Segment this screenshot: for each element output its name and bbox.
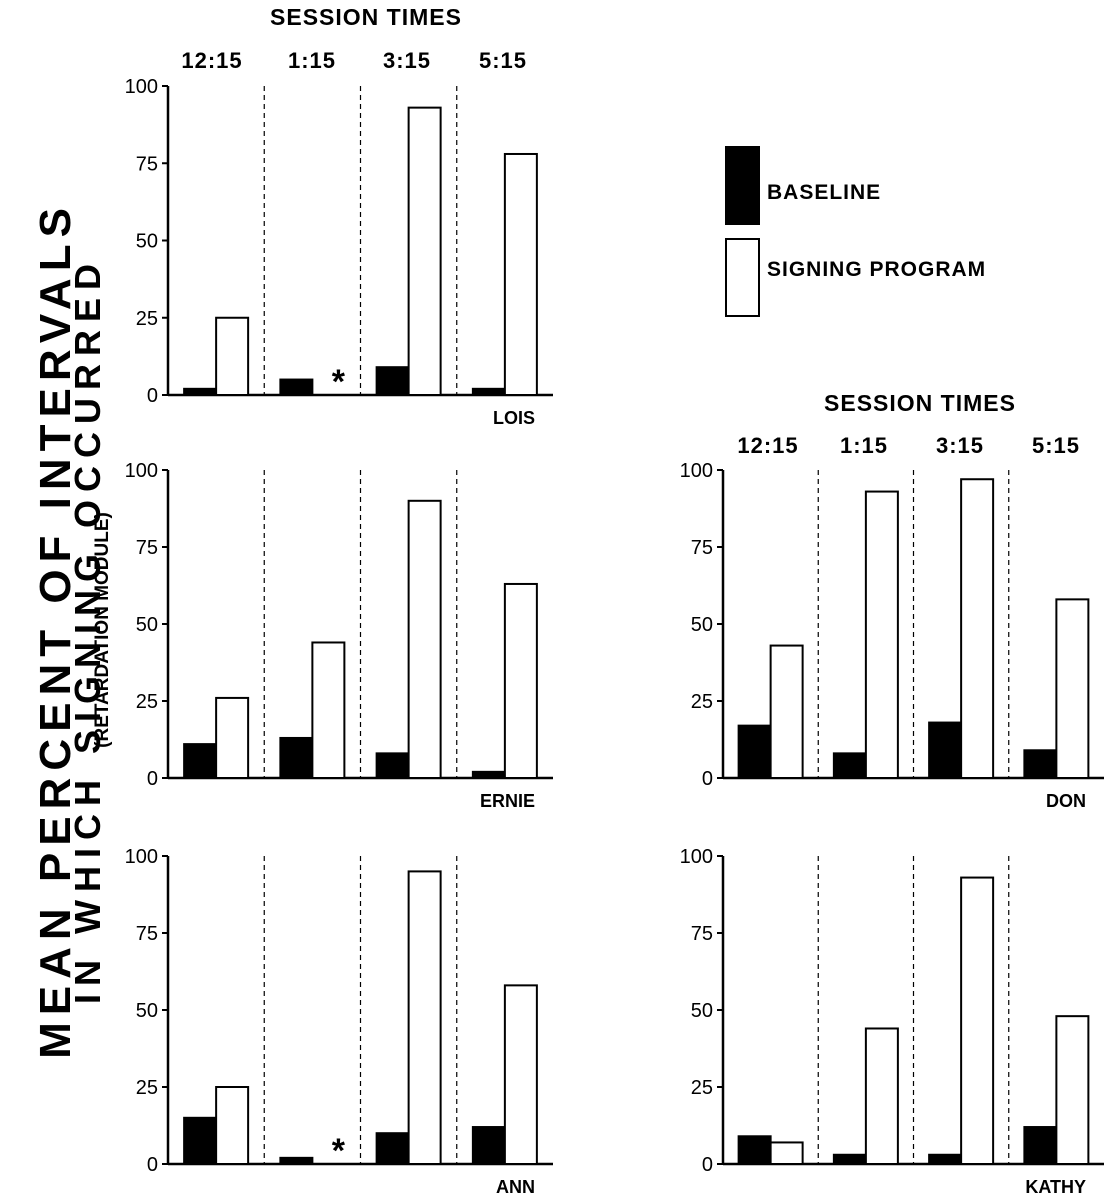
bar-lois-signing-2 xyxy=(407,106,442,396)
panel-ernie: 0 25 50 75 100 ERNIE xyxy=(125,460,553,811)
y-tick-label-kathy-1: 25 xyxy=(691,1077,713,1099)
session-tick-right-3: 5:15 xyxy=(1032,433,1080,458)
y-tick-label-ann-0: 0 xyxy=(147,1154,158,1176)
bar-don-baseline-2 xyxy=(928,721,963,779)
bar-kathy-baseline-0 xyxy=(737,1135,772,1166)
annotation-asterisk-ann-0: * xyxy=(332,1132,346,1170)
session-title-right: SESSION TIMES xyxy=(824,390,1016,416)
bar-ernie-signing-3 xyxy=(503,582,538,780)
bar-ann-baseline-3 xyxy=(471,1126,506,1166)
bar-kathy-signing-3 xyxy=(1055,1015,1090,1165)
y-tick-label-ann-1: 25 xyxy=(136,1077,158,1099)
bar-lois-baseline-0 xyxy=(183,387,218,397)
y-tick-label-ernie-4: 100 xyxy=(125,460,158,482)
bar-don-signing-2 xyxy=(960,478,995,779)
y-axis-label-line1: MEAN PERCENT OF INTERVALS xyxy=(31,201,80,1059)
panel-name-lois: LOIS xyxy=(493,408,535,428)
y-tick-label-don-1: 25 xyxy=(691,691,713,713)
y-axis-label-line2: IN WHICH SIGNING OCCURRED xyxy=(67,256,108,1004)
session-title-left: SESSION TIMES xyxy=(270,4,462,30)
y-axis-label-line3: (RETARDATION MODULE) xyxy=(92,512,113,748)
session-tick-left-3: 5:15 xyxy=(479,48,527,73)
bar-ann-signing-3 xyxy=(503,984,538,1165)
y-tick-label-ann-3: 75 xyxy=(136,923,158,945)
session-tick-right-0: 12:15 xyxy=(737,433,798,458)
legend-swatch-signing-program xyxy=(725,238,760,317)
panel-name-don: DON xyxy=(1046,791,1086,811)
bar-don-signing-1 xyxy=(864,490,899,779)
panels: 0 25 50 75 100 * LOIS 0 25 50 75 100 ERNIE 0 25 50 75 100… xyxy=(125,76,1104,1197)
session-tick-right-1: 1:15 xyxy=(840,433,888,458)
session-tick-left-2: 3:15 xyxy=(383,48,431,73)
y-tick-label-ernie-2: 50 xyxy=(136,614,158,636)
bar-ernie-baseline-0 xyxy=(183,743,218,779)
y-tick-label-ann-4: 100 xyxy=(125,846,158,868)
panel-name-ann: ANN xyxy=(496,1177,535,1197)
y-tick-label-lois-1: 25 xyxy=(136,308,158,330)
bar-ernie-baseline-2 xyxy=(375,752,410,779)
session-header-right: SESSION TIMES 12:15 1:15 3:15 5:15 xyxy=(737,390,1080,458)
y-tick-label-lois-0: 0 xyxy=(147,385,158,407)
y-tick-label-don-0: 0 xyxy=(702,768,713,790)
bar-kathy-baseline-1 xyxy=(832,1153,867,1166)
panel-name-ernie: ERNIE xyxy=(480,791,535,811)
bar-kathy-signing-0 xyxy=(769,1141,804,1165)
bar-kathy-baseline-2 xyxy=(928,1153,963,1166)
session-tick-right-2: 3:15 xyxy=(936,433,984,458)
y-tick-label-ernie-0: 0 xyxy=(147,768,158,790)
y-tick-label-lois-4: 100 xyxy=(125,76,158,98)
y-tick-label-don-3: 75 xyxy=(691,537,713,559)
y-tick-label-ann-2: 50 xyxy=(136,1000,158,1022)
bar-ernie-signing-2 xyxy=(407,499,442,779)
bar-ernie-baseline-3 xyxy=(471,770,506,780)
bar-don-baseline-0 xyxy=(737,724,772,780)
panel-ann: 0 25 50 75 100 * ANN xyxy=(125,846,553,1197)
y-tick-label-don-2: 50 xyxy=(691,614,713,636)
bar-kathy-baseline-3 xyxy=(1023,1126,1058,1166)
session-tick-left-1: 1:15 xyxy=(288,48,336,73)
legend: BASELINE SIGNING PROGRAM xyxy=(725,146,986,317)
bar-ernie-baseline-1 xyxy=(279,736,314,780)
bar-ernie-signing-0 xyxy=(215,696,250,779)
bar-lois-baseline-1 xyxy=(279,378,314,396)
y-axis-label: MEAN PERCENT OF INTERVALS IN WHICH SIGNI… xyxy=(31,201,113,1059)
panel-don: 0 25 50 75 100 DON xyxy=(680,460,1104,811)
panel-name-kathy: KATHY xyxy=(1025,1177,1086,1197)
y-tick-label-kathy-4: 100 xyxy=(680,846,713,868)
bar-lois-signing-0 xyxy=(215,316,250,396)
y-tick-label-lois-2: 50 xyxy=(136,231,158,253)
legend-swatch-baseline xyxy=(725,146,760,225)
bar-lois-baseline-3 xyxy=(471,387,506,397)
y-tick-label-lois-3: 75 xyxy=(136,153,158,175)
legend-label-baseline: BASELINE xyxy=(767,181,881,204)
bar-kathy-signing-2 xyxy=(960,876,995,1165)
bar-ann-baseline-0 xyxy=(183,1116,218,1166)
bar-kathy-signing-1 xyxy=(864,1027,899,1165)
annotation-asterisk-lois-0: * xyxy=(332,363,346,401)
bar-ernie-signing-1 xyxy=(311,641,346,779)
session-header-left: SESSION TIMES 12:15 1:15 3:15 5:15 xyxy=(181,4,527,73)
legend-label-signing-program: SIGNING PROGRAM xyxy=(767,258,986,281)
y-tick-label-kathy-0: 0 xyxy=(702,1154,713,1176)
bar-ann-baseline-1 xyxy=(279,1156,314,1165)
y-tick-label-kathy-2: 50 xyxy=(691,1000,713,1022)
session-tick-left-0: 12:15 xyxy=(181,48,242,73)
panel-lois: 0 25 50 75 100 * LOIS xyxy=(125,76,553,428)
y-tick-label-ernie-1: 25 xyxy=(136,691,158,713)
bar-ann-signing-2 xyxy=(407,870,442,1166)
bar-ann-baseline-2 xyxy=(375,1132,410,1165)
bar-don-baseline-3 xyxy=(1023,749,1058,780)
bar-don-signing-3 xyxy=(1055,598,1090,779)
bar-ann-signing-0 xyxy=(215,1086,250,1165)
bar-don-signing-0 xyxy=(769,644,804,779)
y-tick-label-kathy-3: 75 xyxy=(691,923,713,945)
y-tick-label-ernie-3: 75 xyxy=(136,537,158,559)
bar-lois-signing-3 xyxy=(503,152,538,396)
panel-kathy: 0 25 50 75 100 KATHY xyxy=(680,846,1104,1197)
y-tick-label-don-4: 100 xyxy=(680,460,713,482)
bar-don-baseline-1 xyxy=(832,752,867,779)
bar-lois-baseline-2 xyxy=(375,366,410,397)
